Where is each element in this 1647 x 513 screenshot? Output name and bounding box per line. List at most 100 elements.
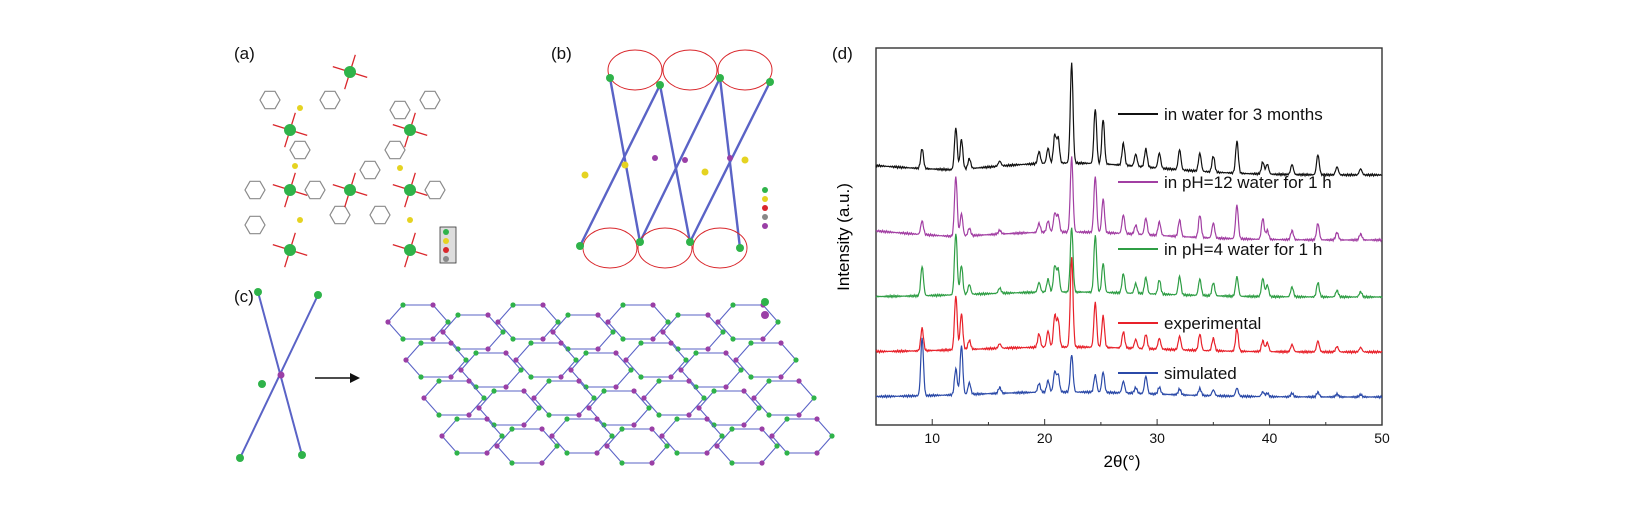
- net-cell: [496, 428, 558, 464]
- sulfur-atom: [397, 165, 403, 171]
- carboxylate-loop: [582, 227, 638, 269]
- net-cell: [753, 380, 815, 416]
- net-node: [609, 433, 615, 439]
- net-node: [604, 443, 610, 449]
- net-node: [595, 346, 601, 352]
- net-node: [620, 302, 626, 308]
- net-node: [418, 340, 424, 346]
- aromatic-ring: [304, 180, 326, 200]
- element-key-swatch: [762, 223, 768, 229]
- net-node: [619, 460, 625, 466]
- element-key-swatch: [443, 256, 449, 262]
- metal-atom: [404, 244, 416, 256]
- net-node: [668, 374, 674, 380]
- net-node: [711, 422, 717, 428]
- net-node: [723, 350, 729, 356]
- net-node: [503, 384, 509, 390]
- net-node: [549, 433, 555, 439]
- sulfur-atom: [621, 161, 629, 169]
- legend-label-1: in water for 3 months: [1164, 105, 1323, 124]
- aromatic-ring: [369, 205, 391, 225]
- metal-atom: [736, 244, 744, 252]
- net-node: [719, 433, 725, 439]
- net-node: [605, 319, 611, 325]
- net-node: [440, 329, 446, 335]
- net-node: [509, 426, 515, 432]
- net-node: [759, 426, 765, 432]
- sulfur-atom: [741, 156, 749, 164]
- metal-node: [258, 380, 266, 388]
- net-node: [714, 443, 720, 449]
- net-node: [715, 319, 721, 325]
- metal-atom: [606, 74, 614, 82]
- linker-node: [682, 157, 688, 163]
- net-node: [601, 422, 607, 428]
- net-node: [518, 367, 524, 373]
- aromatic-ring: [329, 205, 351, 225]
- net-node: [436, 378, 442, 384]
- net-node: [476, 405, 482, 411]
- sulfur-atom: [297, 217, 303, 223]
- net-node: [796, 378, 802, 384]
- net-node: [620, 336, 626, 342]
- panel-a-crystal-structure: [244, 54, 457, 268]
- metal-node: [298, 451, 306, 459]
- metal-node: [254, 288, 262, 296]
- metal-atom: [716, 74, 724, 82]
- net-node: [539, 426, 545, 432]
- net-node: [756, 405, 762, 411]
- net-node: [573, 357, 579, 363]
- net-node: [558, 374, 564, 380]
- net-node: [766, 412, 772, 418]
- series-line-1: [875, 62, 1383, 178]
- net-node: [485, 312, 491, 318]
- net-node: [613, 350, 619, 356]
- net-node: [564, 450, 570, 456]
- net-node: [748, 374, 754, 380]
- metal-atom: [344, 66, 356, 78]
- sulfur-atom: [297, 105, 303, 111]
- net-node: [674, 450, 680, 456]
- net-node: [430, 302, 436, 308]
- net-node: [793, 357, 799, 363]
- net-cell: [771, 418, 833, 454]
- net-node: [481, 395, 487, 401]
- metal-atom: [284, 184, 296, 196]
- net-node: [466, 412, 472, 418]
- net-node: [583, 350, 589, 356]
- net-node: [448, 340, 454, 346]
- panel-c-topology-net: [236, 288, 835, 466]
- net-node: [774, 443, 780, 449]
- carboxylate-loop: [662, 49, 718, 91]
- net-node: [500, 329, 506, 335]
- net-node: [494, 443, 500, 449]
- helix-link: [688, 81, 772, 243]
- net-node: [613, 384, 619, 390]
- net-node: [473, 350, 479, 356]
- helix-link: [658, 84, 692, 243]
- net-node: [668, 340, 674, 346]
- panel-label-b: (b): [551, 44, 572, 63]
- net-node: [564, 416, 570, 422]
- aromatic-ring: [384, 140, 406, 160]
- net-node: [631, 388, 637, 394]
- net-node: [540, 302, 546, 308]
- aromatic-ring: [244, 215, 266, 235]
- key-metal-swatch: [761, 298, 769, 306]
- net-node: [729, 426, 735, 432]
- metal-node: [314, 291, 322, 299]
- aromatic-ring: [244, 180, 266, 200]
- aromatic-ring: [259, 90, 281, 110]
- net-node: [594, 416, 600, 422]
- net-node: [675, 346, 681, 352]
- net-node: [674, 416, 680, 422]
- net-node: [454, 416, 460, 422]
- net-node: [811, 395, 817, 401]
- net-node: [491, 422, 497, 428]
- net-node: [436, 412, 442, 418]
- net-node: [814, 416, 820, 422]
- metal-atom: [284, 244, 296, 256]
- element-key-swatch: [443, 229, 449, 235]
- net-cell: [735, 342, 797, 378]
- net-node: [540, 336, 546, 342]
